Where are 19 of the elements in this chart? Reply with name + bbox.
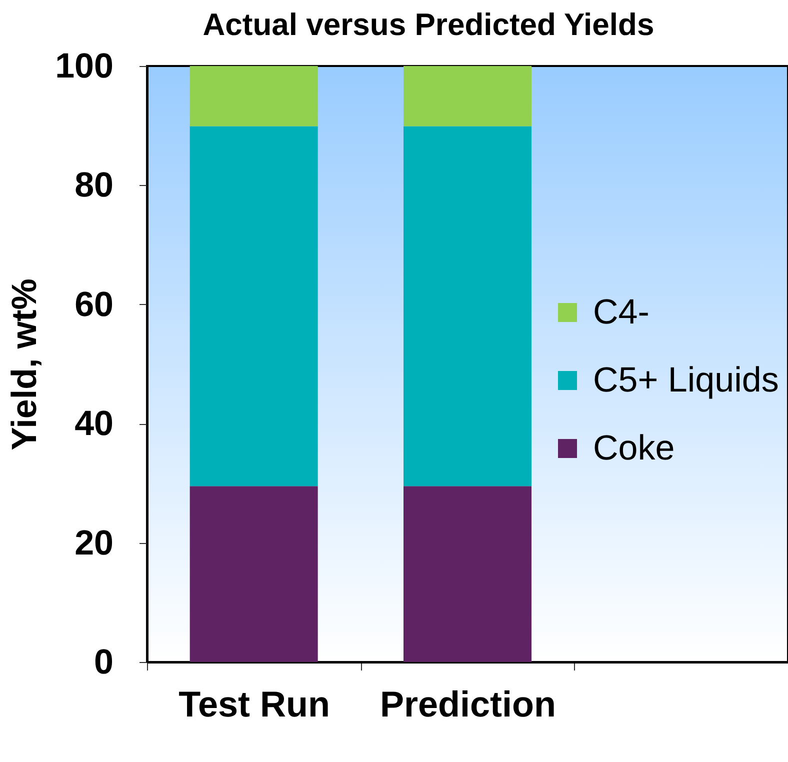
y-axis-title: Yield, wt% <box>5 278 44 450</box>
bar <box>190 126 318 486</box>
legend-label: C4- <box>593 292 650 332</box>
chart-title: Actual versus Predicted Yields <box>202 7 654 42</box>
x-tick-label: Prediction <box>380 684 556 724</box>
legend-label: Coke <box>593 428 675 468</box>
y-tick-label: 40 <box>74 404 114 444</box>
bar <box>190 486 318 662</box>
bar <box>404 66 532 126</box>
y-tick-label: 80 <box>74 166 114 205</box>
x-tick-label: Test Run <box>178 684 330 724</box>
y-tick-label: 60 <box>74 284 114 324</box>
bar <box>190 66 318 126</box>
legend-label: C5+ Liquids <box>593 360 779 400</box>
bar <box>404 486 532 662</box>
y-tick-label: 0 <box>94 642 114 682</box>
y-tick-label: 100 <box>55 46 114 86</box>
y-tick-label: 20 <box>74 523 114 562</box>
bar <box>404 126 532 486</box>
